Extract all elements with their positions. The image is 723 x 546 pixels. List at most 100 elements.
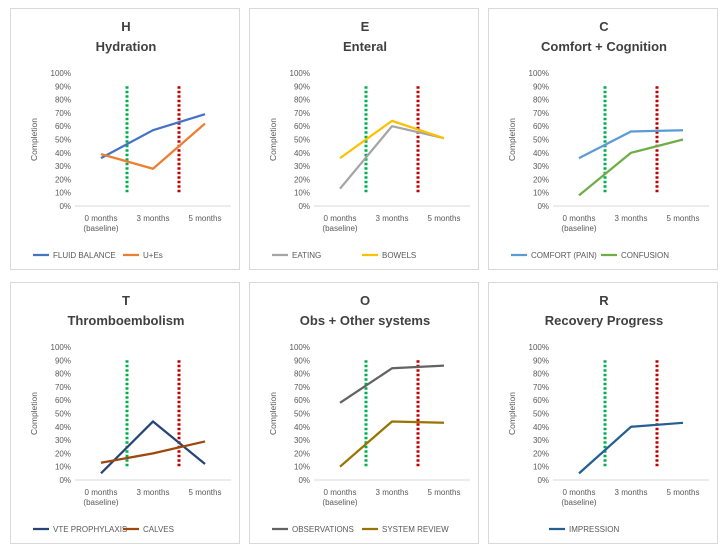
x-tick-label: 5 months <box>667 214 700 223</box>
y-tick-label: 90% <box>55 82 71 91</box>
x-tick-label: 3 months <box>137 214 170 223</box>
y-tick-label: 60% <box>294 396 310 405</box>
chart-letter: E <box>361 19 370 34</box>
legend-label: SYSTEM REVIEW <box>382 525 449 534</box>
series-line-system-review <box>339 420 445 468</box>
series-line-calves <box>100 440 206 464</box>
chart-panel-thromboembolism: T Thromboembolism 0% 10% 20% 30% 40% 50% 60% 70% 8… <box>10 282 240 544</box>
series-line-eating <box>339 125 445 190</box>
y-tick-label: 80% <box>533 96 549 105</box>
chart-letter: O <box>360 293 370 308</box>
y-tick-label: 0% <box>298 476 310 485</box>
y-tick-label: 70% <box>294 109 310 118</box>
y-tick-label: 90% <box>533 82 549 91</box>
x-tick-label: 3 months <box>137 488 170 497</box>
series-line-confusion <box>578 138 684 197</box>
series-line-vte-prophylaxis <box>100 420 206 475</box>
x-tick-label: (baseline) <box>561 498 596 507</box>
chart-panel-recovery-progress: R Recovery Progress 0% 10% 20% 30% 40% 50% 60% 70… <box>488 282 718 544</box>
y-tick-label: 40% <box>55 423 71 432</box>
y-tick-label: 40% <box>533 149 549 158</box>
y-tick-label: 70% <box>55 383 71 392</box>
x-tick-label: (baseline) <box>83 224 118 233</box>
chart-letter: C <box>599 19 609 34</box>
chart-letter: H <box>121 19 130 34</box>
y-tick-label: 70% <box>294 383 310 392</box>
x-tick-label: (baseline) <box>561 224 596 233</box>
y-tick-label: 50% <box>294 136 310 145</box>
chart-svg-comfort-cognition: C Comfort + Cognition 0% 10% 20% 30% 40% 50% 60%… <box>507 19 709 260</box>
y-tick-label: 70% <box>55 109 71 118</box>
y-tick-label: 90% <box>294 82 310 91</box>
chart-title: Obs + Other systems <box>300 313 430 328</box>
y-axis-label: Completion <box>29 392 39 435</box>
chart-title: Comfort + Cognition <box>541 39 667 54</box>
y-tick-label: 60% <box>294 122 310 131</box>
y-tick-label: 60% <box>55 396 71 405</box>
x-tick-label: 0 months <box>85 488 118 497</box>
y-tick-label: 40% <box>533 423 549 432</box>
y-tick-label: 40% <box>55 149 71 158</box>
y-tick-label: 10% <box>294 463 310 472</box>
legend-label: CALVES <box>143 525 174 534</box>
x-tick-label: 5 months <box>189 214 222 223</box>
series-line-u-es <box>100 122 206 170</box>
y-tick-label: 40% <box>294 423 310 432</box>
y-tick-label: 80% <box>55 96 71 105</box>
y-tick-label: 90% <box>294 356 310 365</box>
y-tick-label: 30% <box>55 436 71 445</box>
x-tick-label: 0 months <box>324 214 357 223</box>
y-tick-label: 50% <box>55 136 71 145</box>
x-tick-label: (baseline) <box>83 498 118 507</box>
chart-title: Hydration <box>96 39 157 54</box>
y-tick-label: 100% <box>51 69 71 78</box>
y-tick-label: 80% <box>55 370 71 379</box>
chart-svg-thromboembolism: T Thromboembolism 0% 10% 20% 30% 40% 50% 60% 70% 8… <box>29 293 231 534</box>
x-tick-label: 0 months <box>324 488 357 497</box>
chart-svg-obs-other-systems: O Obs + Other systems 0% 10% 20% 30% 40% 50% 60%… <box>268 293 470 534</box>
y-tick-label: 30% <box>533 162 549 171</box>
chart-svg-hydration: H Hydration 0% 10% 20% 30% 40% 50% 60% 70% 80% 90% 1… <box>29 19 231 260</box>
y-tick-label: 60% <box>533 396 549 405</box>
y-axis-label: Completion <box>268 118 278 161</box>
series-line-comfort-pain- <box>578 129 684 160</box>
y-tick-label: 40% <box>294 149 310 158</box>
chart-letter: T <box>122 293 130 308</box>
y-tick-label: 100% <box>290 343 310 352</box>
y-tick-label: 100% <box>529 343 549 352</box>
y-tick-label: 20% <box>533 449 549 458</box>
chart-letter: R <box>599 293 609 308</box>
y-axis-label: Completion <box>29 118 39 161</box>
series-line-observations <box>339 364 445 404</box>
y-tick-label: 60% <box>533 122 549 131</box>
legend-label: VTE PROPHYLAXIS <box>53 525 127 534</box>
x-tick-label: (baseline) <box>322 224 357 233</box>
y-axis-label: Completion <box>268 392 278 435</box>
legend-label: FLUID BALANCE <box>53 251 116 260</box>
chart-svg-enteral: E Enteral 0% 10% 20% 30% 40% 50% 60% 70% 80% 90% 100… <box>268 19 470 260</box>
x-tick-label: 3 months <box>376 488 409 497</box>
y-tick-label: 0% <box>537 202 549 211</box>
chart-title: Recovery Progress <box>545 313 664 328</box>
legend-label: COMFORT (PAIN) <box>531 251 597 260</box>
y-tick-label: 50% <box>294 410 310 419</box>
legend-label: OBSERVATIONS <box>292 525 354 534</box>
y-tick-label: 10% <box>55 463 71 472</box>
chart-title: Enteral <box>343 39 387 54</box>
x-tick-label: 3 months <box>615 488 648 497</box>
chart-panel-comfort-cognition: C Comfort + Cognition 0% 10% 20% 30% 40% 50% 60%… <box>488 8 718 270</box>
y-tick-label: 0% <box>298 202 310 211</box>
y-tick-label: 100% <box>290 69 310 78</box>
series-line-impression <box>578 421 684 475</box>
x-tick-label: 0 months <box>563 214 596 223</box>
x-tick-label: 0 months <box>563 488 596 497</box>
x-tick-label: 0 months <box>85 214 118 223</box>
x-tick-label: 5 months <box>428 214 461 223</box>
y-tick-label: 10% <box>533 189 549 198</box>
series-line-fluid-balance <box>100 113 206 160</box>
legend-label: EATING <box>292 251 321 260</box>
y-tick-label: 80% <box>294 96 310 105</box>
y-tick-label: 100% <box>51 343 71 352</box>
x-tick-label: 3 months <box>615 214 648 223</box>
legend-label: CONFUSION <box>621 251 669 260</box>
